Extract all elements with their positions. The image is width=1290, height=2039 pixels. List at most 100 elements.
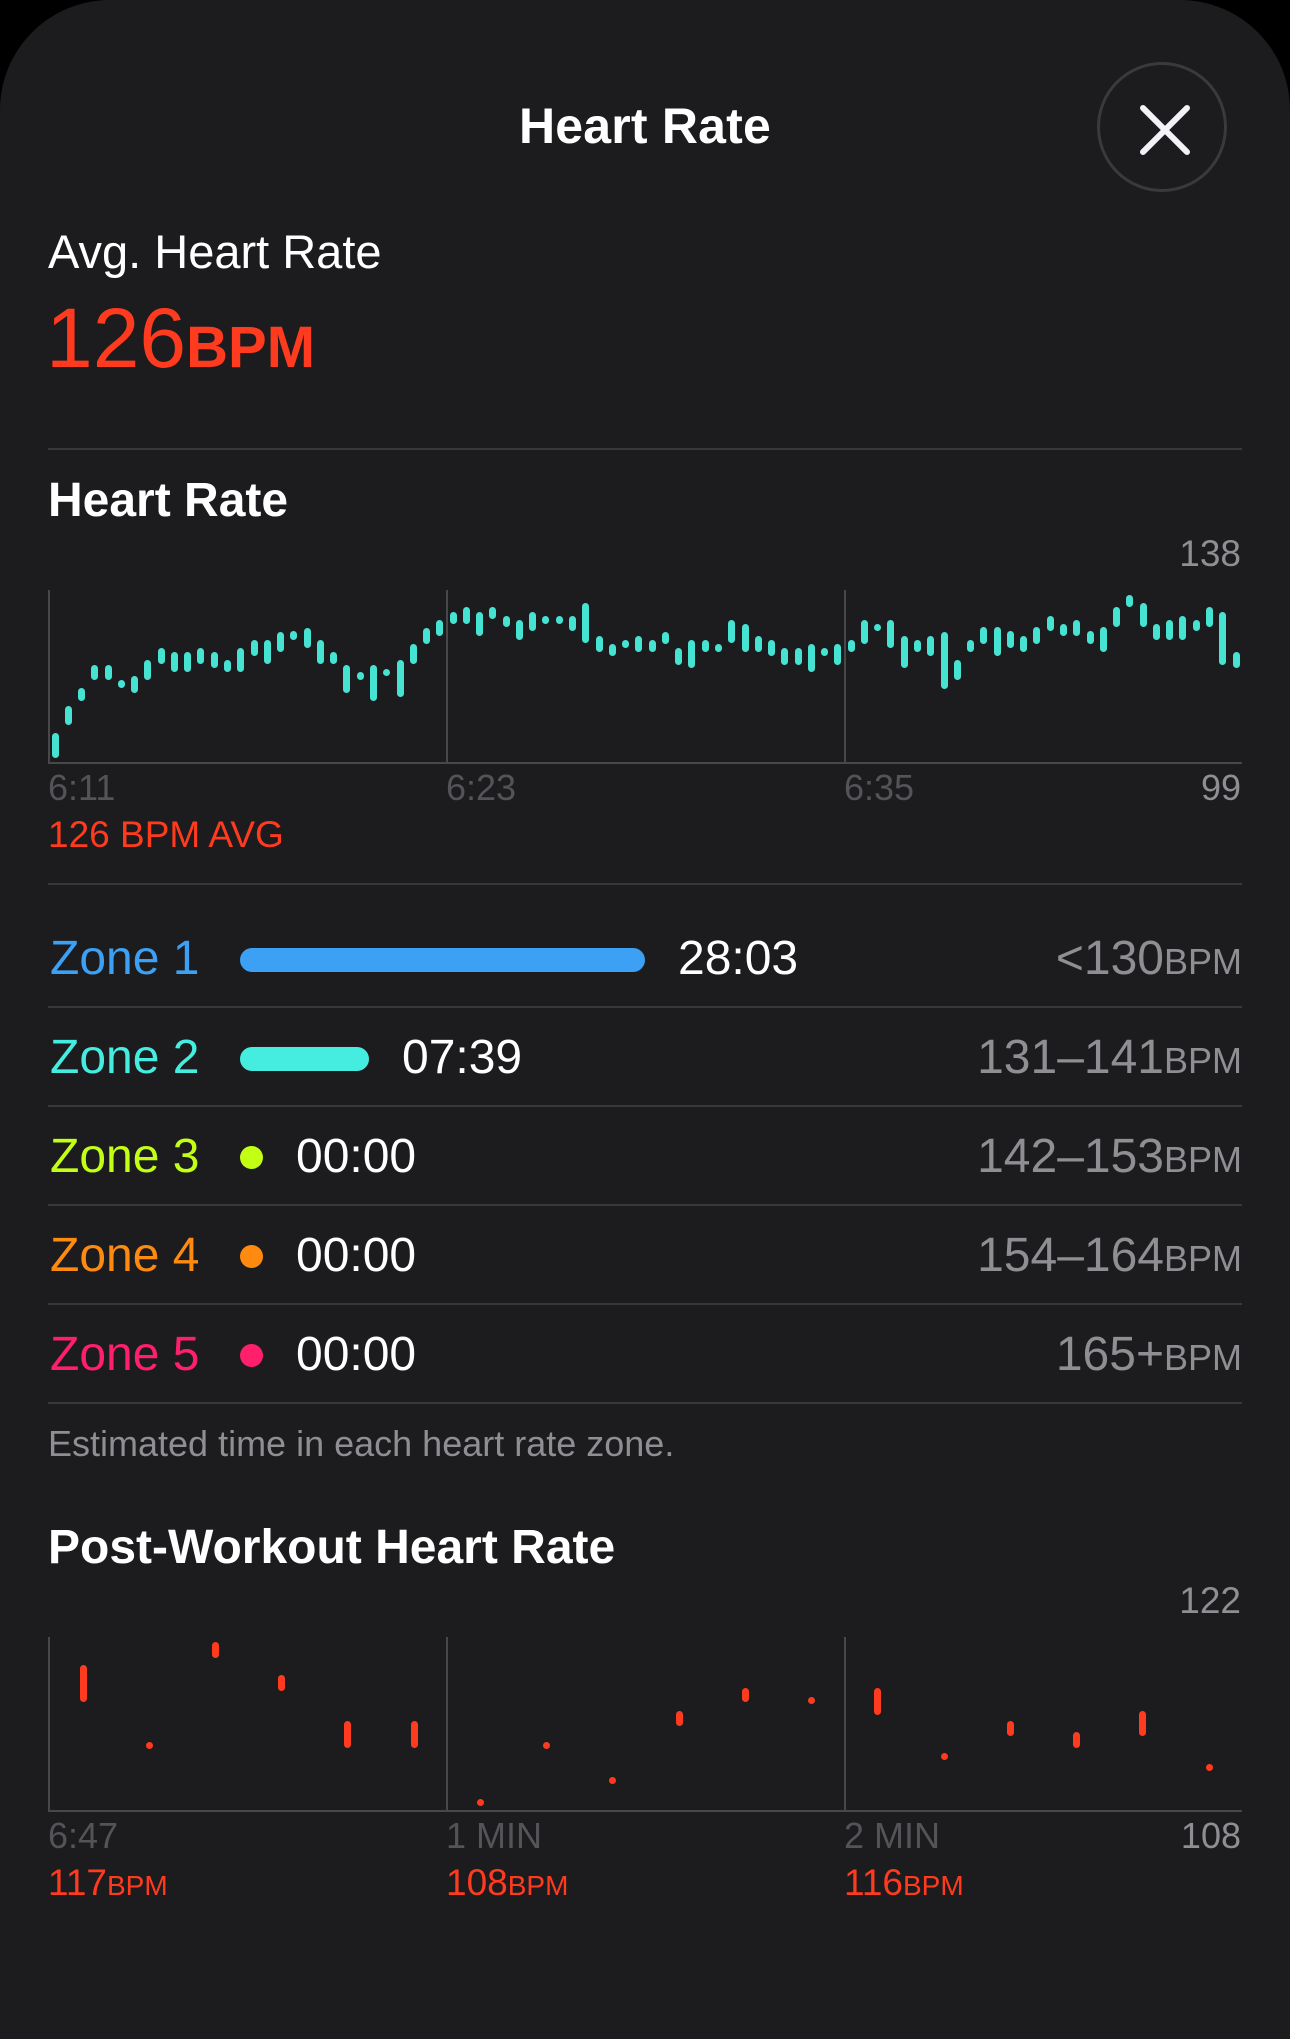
chart-bar: [1139, 603, 1147, 628]
chart-bar: [714, 644, 722, 652]
heart-rate-chart[interactable]: [48, 590, 1242, 764]
chart-bar: [170, 651, 178, 673]
chart-bar: [940, 632, 948, 689]
chart-bar: [277, 632, 285, 652]
chart-bar: [967, 640, 975, 652]
close-button[interactable]: [1097, 62, 1227, 192]
zone-dot: [240, 1146, 263, 1169]
bpm-value: 116: [844, 1862, 903, 1903]
chart-bar: [543, 1742, 551, 1750]
chart-bar: [807, 644, 815, 673]
chart-bar: [449, 611, 457, 624]
chart-bar: [1059, 623, 1067, 636]
avg-heart-rate-label: Avg. Heart Rate: [48, 225, 382, 278]
avg-heart-rate-value: 126BPM: [46, 292, 315, 409]
zone-range-value: 142–153: [977, 1130, 1164, 1183]
post-workout-section-title: Post-Workout Heart Rate: [48, 1521, 616, 1574]
chart-bar: [515, 619, 523, 640]
gridline: [844, 590, 846, 762]
chart-bar: [648, 640, 656, 652]
zone-range-unit: BPM: [1163, 1238, 1242, 1279]
zone-row-4: Zone 4 00:00 154–164BPM: [48, 1207, 1242, 1306]
chart-bar: [993, 627, 1001, 657]
chart-bar: [1073, 619, 1081, 636]
sheet-title: Heart Rate: [518, 98, 772, 154]
chart-bar: [661, 632, 669, 645]
chart-bar: [741, 1687, 749, 1703]
chart-bar: [914, 640, 922, 652]
chart-bar: [278, 1675, 286, 1692]
zone-row-1: Zone 1 28:03 <130BPM: [48, 910, 1242, 1009]
chart-bar: [476, 1799, 484, 1807]
bpm-value: 117: [48, 1862, 107, 1903]
chart-bar: [741, 623, 749, 652]
heart-rate-y-max: 138: [1179, 533, 1241, 574]
chart-bar: [64, 705, 72, 725]
chart-bar: [462, 607, 470, 624]
divider: [48, 1006, 1242, 1008]
chart-bar: [542, 615, 550, 624]
chart-bar: [383, 668, 391, 677]
chart-bar: [1152, 623, 1160, 641]
chart-bar: [396, 660, 404, 697]
chart-bar: [1205, 607, 1213, 628]
zone-range-unit: BPM: [1163, 1139, 1242, 1180]
zones-footnote: Estimated time in each heart rate zone.: [48, 1423, 675, 1464]
chart-bar: [821, 647, 829, 657]
zone-range: 142–153BPM: [977, 1128, 1242, 1189]
chart-bar: [210, 651, 218, 669]
chart-bar: [1126, 595, 1134, 608]
divider: [48, 448, 1242, 450]
zone-time: 28:03: [678, 932, 799, 985]
chart-bar: [1099, 627, 1107, 652]
chart-bar: [157, 648, 165, 665]
chart-bar: [1020, 635, 1028, 652]
zone-name: Zone 2: [50, 1031, 200, 1084]
chart-bar: [887, 619, 895, 648]
zone-time: 00:00: [296, 1229, 417, 1282]
chart-bar: [781, 647, 789, 665]
chart-bar: [754, 635, 762, 652]
chart-bar: [410, 1721, 418, 1749]
chart-bar: [1232, 651, 1240, 669]
zone-range: 154–164BPM: [977, 1227, 1242, 1288]
avg-heart-rate-number: 126: [46, 291, 187, 385]
chart-bar: [980, 627, 988, 645]
zone-time: 07:39: [402, 1031, 523, 1084]
heart-rate-section-title: Heart Rate: [48, 474, 289, 527]
zone-time: 00:00: [296, 1328, 417, 1381]
chart-bar: [1219, 611, 1227, 665]
chart-bar: [91, 664, 99, 680]
gridline: [844, 1637, 846, 1810]
divider: [48, 1402, 1242, 1404]
gridline: [446, 1637, 448, 1810]
bpm-unit: BPM: [107, 1870, 168, 1901]
chart-bar: [436, 619, 444, 636]
chart-bar: [847, 640, 855, 652]
divider: [48, 883, 1242, 885]
chart-bar: [927, 635, 935, 657]
zone-name: Zone 5: [50, 1328, 200, 1381]
chart-bar: [1192, 619, 1200, 632]
chart-bar: [794, 647, 802, 665]
chart-bar: [502, 615, 510, 628]
avg-heart-rate-unit: BPM: [186, 315, 316, 380]
zone-dot: [240, 1245, 263, 1268]
chart-bar: [131, 676, 139, 693]
chart-bar: [197, 647, 205, 665]
chart-bar: [224, 660, 231, 673]
chart-bar: [953, 660, 961, 681]
zone-duration-bar: [240, 948, 645, 972]
zone-row-3: Zone 3 00:00 142–153BPM: [48, 1108, 1242, 1207]
chart-bar: [1073, 1732, 1081, 1749]
chart-bar: [78, 688, 86, 701]
gridline: [446, 590, 448, 762]
divider: [48, 1105, 1242, 1107]
chart-bar: [609, 1776, 617, 1784]
post-workout-chart[interactable]: [48, 1637, 1242, 1812]
chart-bar: [1166, 619, 1174, 641]
x-label-2min: 2 MIN: [844, 1815, 941, 1856]
chart-bar: [675, 1711, 683, 1726]
chart-bar: [51, 733, 59, 758]
